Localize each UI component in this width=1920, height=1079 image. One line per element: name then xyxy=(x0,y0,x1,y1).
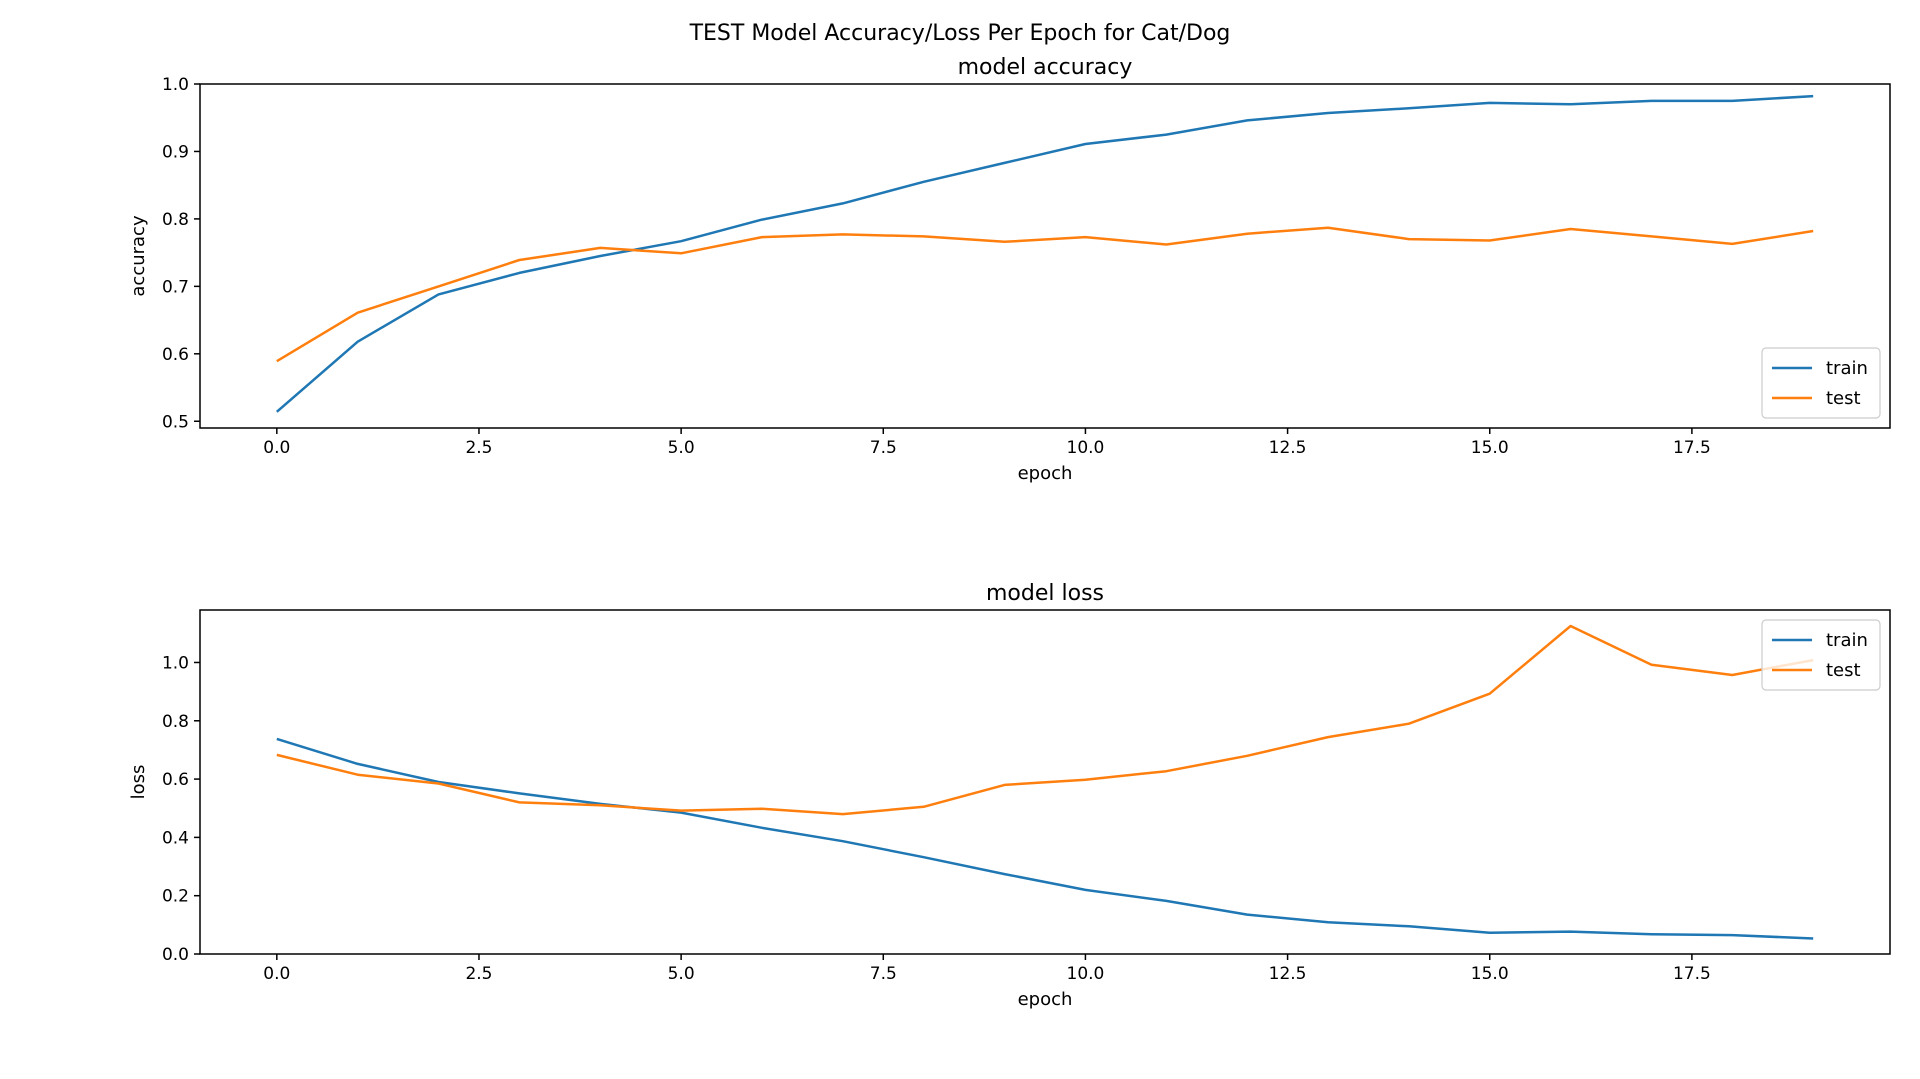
loss-y-tick-label: 1.0 xyxy=(162,653,189,673)
loss-legend xyxy=(1761,619,1881,691)
loss-x-axis-label: epoch xyxy=(1018,989,1073,1010)
loss-x-tick-label: 7.5 xyxy=(870,964,897,984)
accuracy-y-tick-label: 0.9 xyxy=(162,142,189,162)
accuracy-y-tick-label: 0.5 xyxy=(162,412,189,432)
loss-test-line xyxy=(276,624,1814,816)
loss-legend-train-label: train xyxy=(1826,630,1868,651)
loss-x-tick-label: 10.0 xyxy=(1067,964,1105,984)
accuracy-legend-test-label: test xyxy=(1826,388,1861,409)
accuracy-x-tick-label: 7.5 xyxy=(870,438,897,458)
accuracy-plot-frame xyxy=(199,83,1891,429)
loss-y-tick-label: 0.2 xyxy=(162,887,189,907)
accuracy-y-axis-label: accuracy xyxy=(128,215,149,297)
loss-y-tick-label: 0.6 xyxy=(162,770,189,790)
loss-legend-test-label: test xyxy=(1826,660,1861,681)
accuracy-x-axis-label: epoch xyxy=(1018,463,1073,484)
accuracy-train-line xyxy=(275,94,1814,413)
loss-x-tick-label: 5.0 xyxy=(668,964,695,984)
loss-y-tick-label: 0.0 xyxy=(162,945,189,965)
loss-x-tick-label: 0.0 xyxy=(263,964,290,984)
accuracy-legend xyxy=(1761,347,1881,419)
loss-plot-frame xyxy=(199,609,1891,955)
loss-x-tick-label: 2.5 xyxy=(465,964,492,984)
accuracy-x-tick-label: 0.0 xyxy=(263,438,290,458)
loss-x-tick-label: 15.0 xyxy=(1471,964,1509,984)
loss-x-tick-label: 12.5 xyxy=(1269,964,1307,984)
loss-y-axis-label: loss xyxy=(128,765,149,800)
accuracy-x-tick-label: 5.0 xyxy=(668,438,695,458)
accuracy-legend-train-label: train xyxy=(1826,358,1868,379)
accuracy-x-tick-label: 2.5 xyxy=(465,438,492,458)
accuracy-y-tick-label: 0.8 xyxy=(162,210,189,230)
accuracy-chart-title: model accuracy xyxy=(958,55,1133,80)
accuracy-test-line xyxy=(276,226,1814,363)
accuracy-x-tick-label: 10.0 xyxy=(1067,438,1105,458)
accuracy-y-tick-label: 0.7 xyxy=(162,277,189,297)
accuracy-y-tick-label: 1.0 xyxy=(162,75,189,95)
loss-x-tick-label: 17.5 xyxy=(1673,964,1711,984)
loss-y-tick-label: 0.4 xyxy=(162,828,189,848)
loss-train-line xyxy=(276,737,1814,940)
accuracy-x-tick-label: 17.5 xyxy=(1673,438,1711,458)
accuracy-x-tick-label: 15.0 xyxy=(1471,438,1509,458)
accuracy-y-tick-label: 0.6 xyxy=(162,345,189,365)
loss-y-tick-label: 0.8 xyxy=(162,712,189,732)
loss-chart-title: model loss xyxy=(986,581,1104,606)
figure-title: TEST Model Accuracy/Loss Per Epoch for C… xyxy=(689,21,1231,46)
accuracy-x-tick-label: 12.5 xyxy=(1269,438,1307,458)
